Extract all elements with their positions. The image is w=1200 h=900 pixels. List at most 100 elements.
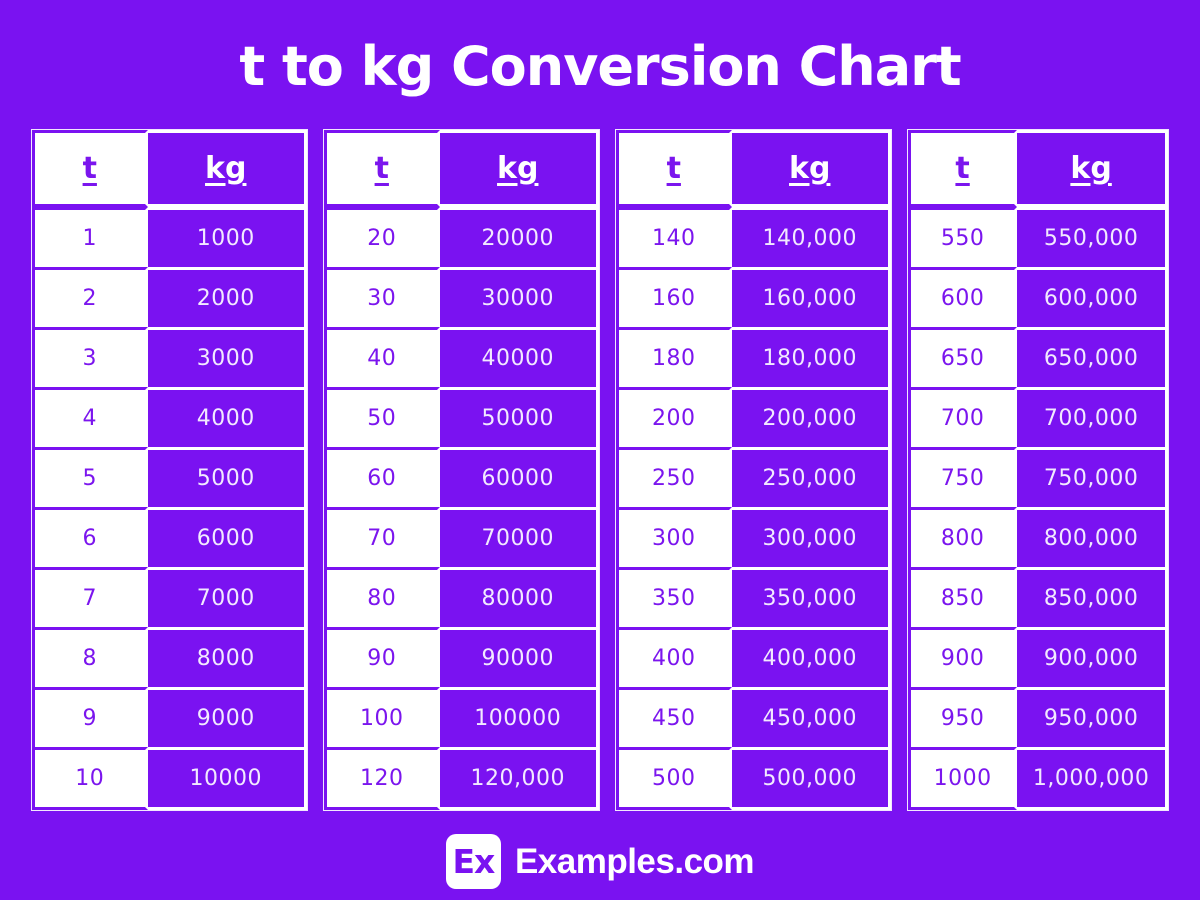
table-row: 750 750,000 (908, 447, 1168, 507)
kg-value-cell: 90000 (439, 627, 599, 687)
table-row: 4 4000 (32, 387, 307, 447)
conversion-table-1: t kg 1 1000 2 2000 3 3000 4 4000 5 5000 6 6000 7 7000 8 8… (31, 129, 308, 811)
t-value-cell: 6 (32, 507, 148, 567)
t-value-cell: 350 (616, 567, 732, 627)
kg-value-cell: 400,000 (731, 627, 891, 687)
t-value-cell: 100 (324, 687, 440, 747)
examples-logo-icon: Ex (445, 834, 501, 889)
table-row: 70 70000 (324, 507, 599, 567)
t-value-cell: 700 (908, 387, 1018, 447)
brand-name: Examples.com (514, 841, 755, 881)
kg-value-cell: 2000 (147, 267, 307, 327)
kg-value-cell: 30000 (439, 267, 599, 327)
table-row: 20 20000 (324, 207, 599, 267)
t-column-header: t (908, 130, 1018, 207)
t-value-cell: 250 (616, 447, 732, 507)
kg-value-cell: 300,000 (731, 507, 891, 567)
kg-value-cell: 600,000 (1017, 267, 1168, 327)
kg-value-cell: 8000 (147, 627, 307, 687)
kg-value-cell: 4000 (147, 387, 307, 447)
kg-value-cell: 160,000 (731, 267, 891, 327)
table-row: 650 650,000 (908, 327, 1168, 387)
t-value-cell: 450 (616, 687, 732, 747)
kg-value-cell: 700,000 (1017, 387, 1168, 447)
table-row: 140 140,000 (616, 207, 891, 267)
t-value-cell: 300 (616, 507, 732, 567)
t-value-cell: 400 (616, 627, 732, 687)
table-row: 950 950,000 (908, 687, 1168, 747)
t-value-cell: 60 (324, 447, 440, 507)
table-row: 3 3000 (32, 327, 307, 387)
t-value-cell: 800 (908, 507, 1018, 567)
kg-value-cell: 450,000 (731, 687, 891, 747)
header-row: t kg (908, 130, 1168, 207)
t-value-cell: 550 (908, 207, 1018, 267)
t-value-cell: 4 (32, 387, 148, 447)
kg-column-header: kg (1017, 130, 1168, 207)
table-row: 400 400,000 (616, 627, 891, 687)
t-value-cell: 20 (324, 207, 440, 267)
table-row: 450 450,000 (616, 687, 891, 747)
table-row: 160 160,000 (616, 267, 891, 327)
kg-value-cell: 550,000 (1017, 207, 1168, 267)
conversion-tables: t kg 1 1000 2 2000 3 3000 4 4000 5 5000 6 6000 7 7000 8 8… (0, 129, 1200, 811)
t-value-cell: 5 (32, 447, 148, 507)
t-column-header: t (32, 130, 148, 207)
t-value-cell: 160 (616, 267, 732, 327)
t-value-cell: 1 (32, 207, 148, 267)
t-value-cell: 1000 (908, 747, 1018, 810)
t-value-cell: 140 (616, 207, 732, 267)
table-row: 40 40000 (324, 327, 599, 387)
header-row: t kg (324, 130, 599, 207)
table-row: 500 500,000 (616, 747, 891, 810)
footer-brand: Ex Examples.com (0, 834, 1200, 889)
table-row: 300 300,000 (616, 507, 891, 567)
t-value-cell: 40 (324, 327, 440, 387)
kg-value-cell: 750,000 (1017, 447, 1168, 507)
table-row: 30 30000 (324, 267, 599, 327)
kg-value-cell: 5000 (147, 447, 307, 507)
table-row: 9 9000 (32, 687, 307, 747)
table-row: 5 5000 (32, 447, 307, 507)
t-value-cell: 950 (908, 687, 1018, 747)
table-row: 550 550,000 (908, 207, 1168, 267)
t-value-cell: 80 (324, 567, 440, 627)
kg-column-header: kg (731, 130, 891, 207)
kg-value-cell: 7000 (147, 567, 307, 627)
table-row: 120 120,000 (324, 747, 599, 810)
kg-value-cell: 140,000 (731, 207, 891, 267)
table-row: 180 180,000 (616, 327, 891, 387)
t-value-cell: 9 (32, 687, 148, 747)
kg-value-cell: 850,000 (1017, 567, 1168, 627)
kg-value-cell: 80000 (439, 567, 599, 627)
t-value-cell: 600 (908, 267, 1018, 327)
table-row: 850 850,000 (908, 567, 1168, 627)
table-row: 2 2000 (32, 267, 307, 327)
conversion-table-2: t kg 20 20000 30 30000 40 40000 50 50000 60 60000 70… (323, 129, 600, 811)
table-row: 600 600,000 (908, 267, 1168, 327)
t-value-cell: 70 (324, 507, 440, 567)
kg-value-cell: 20000 (439, 207, 599, 267)
table-row: 6 6000 (32, 507, 307, 567)
kg-value-cell: 950,000 (1017, 687, 1168, 747)
kg-value-cell: 70000 (439, 507, 599, 567)
t-column-header: t (324, 130, 440, 207)
table-row: 8 8000 (32, 627, 307, 687)
t-value-cell: 120 (324, 747, 440, 810)
t-value-cell: 500 (616, 747, 732, 810)
t-value-cell: 900 (908, 627, 1018, 687)
table-row: 10 10000 (32, 747, 307, 810)
page-title: t to kg Conversion Chart (239, 35, 961, 98)
t-value-cell: 850 (908, 567, 1018, 627)
kg-value-cell: 500,000 (731, 747, 891, 810)
table-row: 90 90000 (324, 627, 599, 687)
kg-column-header: kg (439, 130, 599, 207)
table-row: 50 50000 (324, 387, 599, 447)
t-value-cell: 2 (32, 267, 148, 327)
kg-value-cell: 100000 (439, 687, 599, 747)
header-row: t kg (616, 130, 891, 207)
table-row: 800 800,000 (908, 507, 1168, 567)
kg-value-cell: 1,000,000 (1017, 747, 1168, 810)
t-value-cell: 30 (324, 267, 440, 327)
t-value-cell: 90 (324, 627, 440, 687)
